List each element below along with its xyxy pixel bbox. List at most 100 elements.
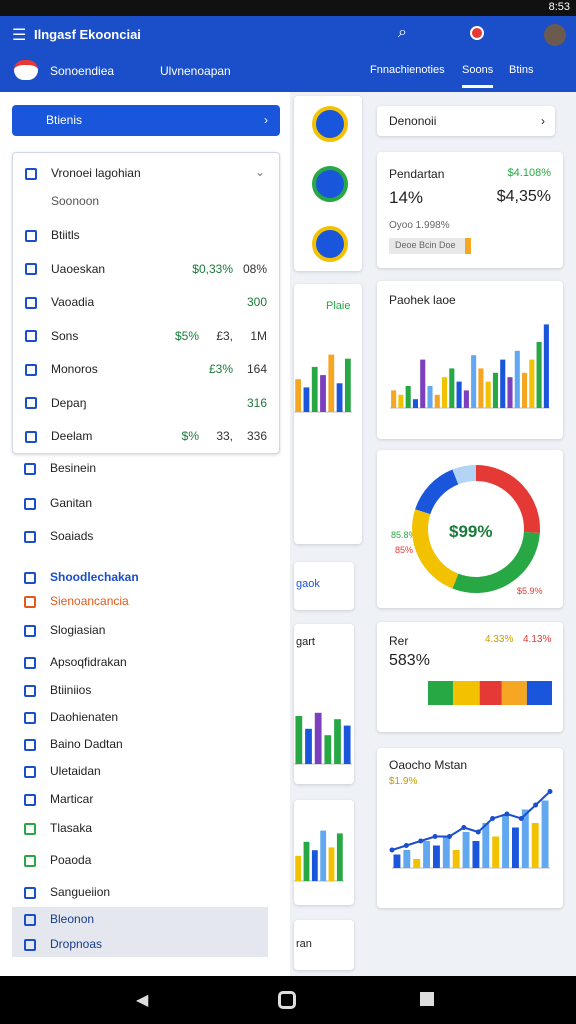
recents[interactable] bbox=[420, 992, 434, 1006]
list-item: Apsoqfidrakan bbox=[24, 652, 280, 672]
list-label: Slogiasian bbox=[50, 623, 106, 637]
list-label: Sienoancancia bbox=[50, 594, 129, 608]
icon bbox=[24, 656, 36, 669]
label: Plaie bbox=[326, 300, 351, 312]
dropdown-item: Deelam $% 33, 336 bbox=[25, 426, 267, 446]
item-label: Depaŋ bbox=[51, 395, 87, 410]
item-value: £3% bbox=[208, 362, 233, 376]
search-icon[interactable]: ⌕ bbox=[398, 24, 407, 41]
label: gaok bbox=[296, 578, 320, 590]
list-label: Dropnoas bbox=[50, 937, 103, 951]
badge: $4.108% bbox=[507, 167, 551, 179]
list-item: Bleonon bbox=[12, 907, 268, 932]
middle-card: gart bbox=[294, 624, 354, 784]
list-item: Sienoancancia bbox=[24, 591, 280, 611]
list-label: Soaiads bbox=[50, 529, 94, 543]
dropdown-item: Btiitls bbox=[25, 225, 267, 245]
app-title: Ilngasf Ekoonciai bbox=[34, 27, 141, 42]
list-label: Apsoqfidrakan bbox=[50, 655, 127, 669]
tab[interactable]: Fnnachienoties bbox=[370, 64, 445, 76]
dropdown-item: Monoros £3% 164 bbox=[25, 359, 267, 379]
list-item: Marticar bbox=[24, 789, 280, 809]
icon bbox=[24, 462, 36, 475]
label: $5.9% bbox=[517, 586, 543, 596]
record-icon[interactable] bbox=[470, 26, 484, 40]
button[interactable]: Deoe Bcin Doe bbox=[389, 238, 471, 254]
item-value: $5% bbox=[174, 328, 199, 343]
title: Oaocho Mstan bbox=[389, 758, 468, 772]
title: Paohek laoe bbox=[389, 293, 456, 307]
back[interactable]: ◀ bbox=[136, 992, 149, 1009]
icon bbox=[312, 106, 348, 142]
icon bbox=[24, 886, 36, 899]
list-item: Daohienaten bbox=[24, 707, 280, 727]
icon bbox=[312, 166, 348, 202]
middle-card: ran bbox=[294, 920, 354, 970]
list-label: Bleonon bbox=[50, 912, 95, 926]
icon bbox=[24, 595, 36, 608]
stat-card: Pendartan $4.108% 14% $4,35% Oyoo 1.998%… bbox=[377, 152, 563, 268]
donut-card: 85.8% 85% $5.9% $99% bbox=[377, 450, 563, 608]
list-item: Besinein bbox=[24, 458, 280, 478]
title: Rer bbox=[389, 634, 409, 648]
item-value: 164 bbox=[246, 362, 267, 376]
right-search[interactable]: Denonoii › bbox=[377, 106, 555, 136]
menu[interactable]: ☰ bbox=[12, 27, 27, 44]
icon bbox=[25, 229, 37, 242]
search-button[interactable]: Btienis › bbox=[12, 105, 280, 136]
icon bbox=[24, 938, 36, 951]
item-value: $% bbox=[181, 429, 199, 443]
chevron: ⌄ bbox=[254, 165, 265, 179]
tab[interactable]: Soons bbox=[462, 64, 494, 88]
middle-card: Plaie bbox=[294, 284, 362, 544]
list-item: Shoodlechakan bbox=[24, 567, 280, 587]
tab[interactable]: Btins bbox=[509, 64, 534, 76]
icon bbox=[24, 765, 36, 778]
avatar[interactable] bbox=[544, 24, 566, 46]
item-value: 300 bbox=[246, 295, 267, 309]
list-item: Baino Dadtan bbox=[24, 734, 280, 754]
item-label: Uaoeskan bbox=[51, 261, 106, 276]
note: Oyoo 1.998% bbox=[389, 220, 450, 231]
list-label: Shoodlechakan bbox=[50, 570, 139, 584]
icon bbox=[25, 296, 37, 309]
logo bbox=[14, 60, 38, 80]
item-value: $0,33% bbox=[192, 261, 233, 276]
icon bbox=[24, 571, 36, 584]
list-label: Poaoda bbox=[50, 853, 92, 867]
list-label: Tlasaka bbox=[50, 821, 93, 835]
dropdown-item: Uaoeskan $0,33% 08% bbox=[25, 259, 267, 279]
list-label: Baino Dadtan bbox=[50, 737, 123, 751]
text: Vronoei lagohian bbox=[51, 166, 141, 180]
time: 8:53 bbox=[548, 1, 570, 13]
list-label: Btiiniios bbox=[50, 683, 92, 697]
icon bbox=[25, 330, 37, 343]
label: ran bbox=[296, 938, 312, 950]
center-value: $99% bbox=[449, 522, 493, 541]
icon bbox=[312, 226, 348, 262]
icon bbox=[24, 711, 36, 724]
icon bbox=[25, 430, 37, 443]
list-label: Besinein bbox=[50, 461, 97, 475]
list-item: Slogiasian bbox=[24, 620, 280, 640]
value: $4,35% bbox=[496, 188, 551, 205]
list-item: Btiiniios bbox=[24, 680, 280, 700]
list-item: Sangueiion bbox=[24, 882, 280, 902]
icon bbox=[24, 913, 36, 926]
home[interactable] bbox=[278, 991, 296, 1009]
icon bbox=[25, 263, 37, 276]
status-bar: 8:53 bbox=[0, 0, 576, 16]
item-value: 33, bbox=[216, 429, 233, 443]
list-label: Marticar bbox=[50, 792, 94, 806]
item-label: Vaoadia bbox=[51, 295, 95, 309]
item-label: Monoros bbox=[51, 362, 98, 376]
list-item: Soaiads bbox=[24, 526, 280, 546]
icon bbox=[25, 363, 37, 376]
badge: 4.33% bbox=[485, 634, 514, 645]
icon bbox=[24, 822, 36, 835]
label: gart bbox=[296, 636, 315, 648]
subtitle: Sonoendiea bbox=[50, 64, 115, 78]
list-item: Tlasaka bbox=[24, 818, 280, 838]
icon bbox=[24, 738, 36, 751]
